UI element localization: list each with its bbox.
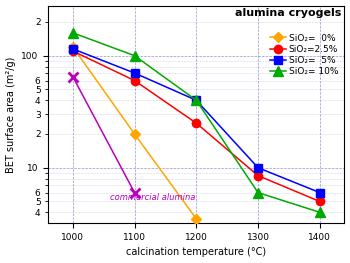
SiO₂= 10%	[256, 191, 260, 194]
Y-axis label: BET surface area (m²/g): BET surface area (m²/g)	[6, 56, 15, 173]
SiO₂=  5%	[71, 47, 75, 50]
SiO₂=  5%	[194, 99, 198, 102]
SiO₂=2.5%	[256, 174, 260, 177]
Text: commercial alumina: commercial alumina	[110, 193, 195, 201]
SiO₂=  0%	[71, 45, 75, 48]
SiO₂=  5%	[132, 72, 137, 75]
SiO₂= 10%	[318, 211, 322, 214]
Line: SiO₂= 10%: SiO₂= 10%	[68, 28, 324, 217]
Text: alumina cryogels: alumina cryogels	[235, 8, 342, 18]
SiO₂=  0%	[132, 132, 137, 135]
SiO₂= 10%	[194, 99, 198, 102]
SiO₂=  5%	[318, 191, 322, 194]
Legend: SiO₂=  0%, SiO₂=2.5%, SiO₂=  5%, SiO₂= 10%: SiO₂= 0%, SiO₂=2.5%, SiO₂= 5%, SiO₂= 10%	[268, 32, 340, 78]
SiO₂=2.5%	[318, 200, 322, 203]
X-axis label: calcination temperature (°C): calcination temperature (°C)	[126, 247, 266, 257]
SiO₂=2.5%	[194, 122, 198, 125]
SiO₂=  0%	[194, 217, 198, 220]
SiO₂= 10%	[132, 54, 137, 57]
Line: SiO₂=  0%: SiO₂= 0%	[69, 43, 200, 222]
Line: SiO₂=  5%: SiO₂= 5%	[69, 45, 324, 197]
Line: SiO₂=2.5%: SiO₂=2.5%	[69, 47, 324, 206]
SiO₂= 10%	[71, 31, 75, 34]
SiO₂=2.5%	[71, 49, 75, 53]
SiO₂=  5%	[256, 166, 260, 169]
SiO₂=2.5%	[132, 79, 137, 82]
